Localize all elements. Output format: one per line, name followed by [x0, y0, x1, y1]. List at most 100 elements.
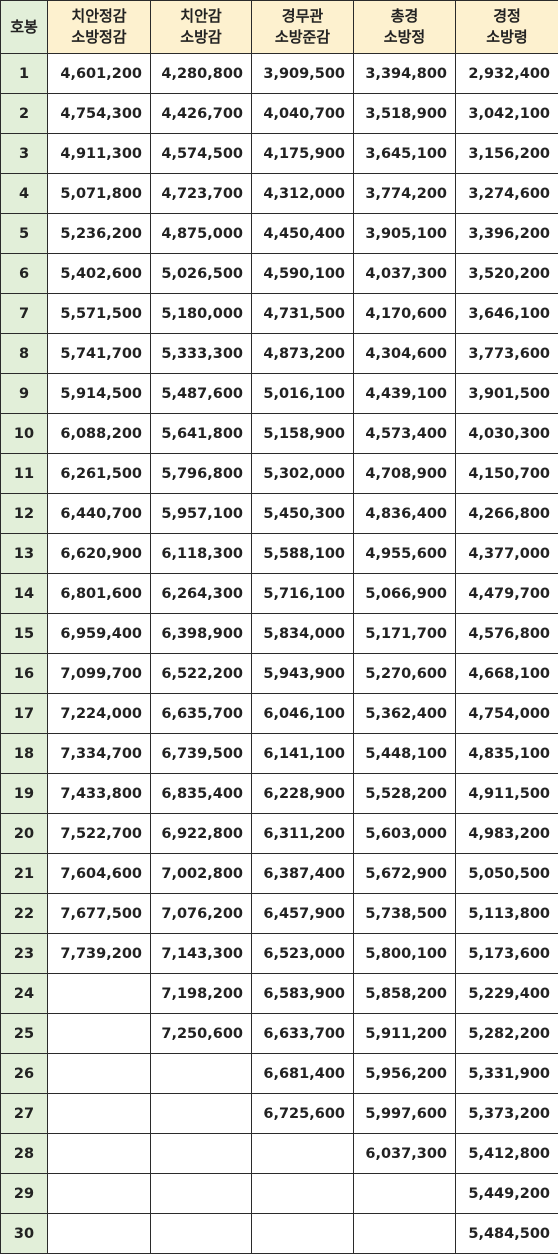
- salary-cell: [47, 1093, 151, 1134]
- salary-cell: 4,304,600: [353, 333, 456, 374]
- table-row: 20 7,522,700 6,922,800 6,311,200 5,603,000 4,…: [0, 813, 558, 854]
- salary-cell: 4,150,700: [455, 453, 558, 494]
- salary-cell: [150, 1093, 252, 1134]
- salary-cell: 5,173,600: [455, 933, 558, 974]
- header-row: 호봉 치안정감 소방정감 치안감 소방감 경무관 소방준감 총경 소방정 경정 소방령: [0, 0, 558, 54]
- salary-cell: 2,932,400: [455, 53, 558, 94]
- salary-cell: 5,588,100: [251, 533, 354, 574]
- salary-cell: 5,796,800: [150, 453, 252, 494]
- salary-cell: 7,604,600: [47, 853, 151, 894]
- salary-cell: 6,046,100: [251, 693, 354, 734]
- grade-cell: 26: [0, 1053, 48, 1094]
- salary-cell: 5,450,300: [251, 493, 354, 534]
- salary-cell: 3,645,100: [353, 133, 456, 174]
- salary-cell: 3,901,500: [455, 373, 558, 414]
- salary-cell: 3,394,800: [353, 53, 456, 94]
- salary-cell: 6,633,700: [251, 1013, 354, 1054]
- salary-cell: [47, 1053, 151, 1094]
- grade-cell: 17: [0, 693, 48, 734]
- salary-cell: 4,576,800: [455, 613, 558, 654]
- grade-cell: 9: [0, 373, 48, 414]
- table-row: 3 4,911,300 4,574,500 4,175,900 3,645,100 3,1…: [0, 133, 558, 174]
- salary-cell: 7,522,700: [47, 813, 151, 854]
- salary-cell: 5,412,800: [455, 1133, 558, 1174]
- table-row: 2 4,754,300 4,426,700 4,040,700 3,518,900 3,0…: [0, 93, 558, 134]
- salary-cell: [353, 1213, 456, 1254]
- salary-cell: 3,646,100: [455, 293, 558, 334]
- salary-cell: 4,875,000: [150, 213, 252, 254]
- salary-cell: 5,484,500: [455, 1213, 558, 1254]
- table-row: 8 5,741,700 5,333,300 4,873,200 4,304,600 3,7…: [0, 333, 558, 374]
- salary-cell: 6,583,900: [251, 973, 354, 1014]
- salary-cell: 6,118,300: [150, 533, 252, 574]
- table-row: 14 6,801,600 6,264,300 5,716,100 5,066,900 4,…: [0, 573, 558, 614]
- grade-cell: 30: [0, 1213, 48, 1254]
- grade-cell: 20: [0, 813, 48, 854]
- salary-cell: 4,668,100: [455, 653, 558, 694]
- table-header: 호봉 치안정감 소방정감 치안감 소방감 경무관 소방준감 총경 소방정 경정 소방령: [0, 0, 558, 54]
- table-row: 1 4,601,200 4,280,800 3,909,500 3,394,800 2,9…: [0, 53, 558, 94]
- salary-cell: 5,236,200: [47, 213, 151, 254]
- salary-cell: 4,450,400: [251, 213, 354, 254]
- salary-cell: 5,180,000: [150, 293, 252, 334]
- salary-cell: 3,905,100: [353, 213, 456, 254]
- grade-cell: 29: [0, 1173, 48, 1214]
- header-label-line2: 소방감: [180, 28, 222, 46]
- salary-cell: 4,911,500: [455, 773, 558, 814]
- salary-cell: 6,681,400: [251, 1053, 354, 1094]
- salary-cell: 5,716,100: [251, 573, 354, 614]
- salary-cell: 6,959,400: [47, 613, 151, 654]
- salary-cell: 6,523,000: [251, 933, 354, 974]
- table-row: 13 6,620,900 6,118,300 5,588,100 4,955,600 4,…: [0, 533, 558, 574]
- salary-cell: 7,198,200: [150, 973, 252, 1014]
- salary-cell: 5,229,400: [455, 973, 558, 1014]
- salary-cell: 4,266,800: [455, 493, 558, 534]
- header-rank-3: 경무관 소방준감: [251, 0, 354, 54]
- table-row: 12 6,440,700 5,957,100 5,450,300 4,836,400 4,…: [0, 493, 558, 534]
- grade-cell: 21: [0, 853, 48, 894]
- salary-cell: 6,261,500: [47, 453, 151, 494]
- salary-cell: 5,302,000: [251, 453, 354, 494]
- salary-cell: 7,224,000: [47, 693, 151, 734]
- salary-cell: 5,956,200: [353, 1053, 456, 1094]
- salary-cell: 5,362,400: [353, 693, 456, 734]
- salary-cell: 6,635,700: [150, 693, 252, 734]
- header-label-line1: 경무관: [281, 7, 324, 25]
- salary-cell: 5,158,900: [251, 413, 354, 454]
- header-label-line1: 경정: [493, 7, 521, 25]
- grade-cell: 18: [0, 733, 48, 774]
- header-label-line2: 소방령: [486, 28, 528, 46]
- salary-cell: 4,723,700: [150, 173, 252, 214]
- salary-cell: 6,739,500: [150, 733, 252, 774]
- salary-cell: 4,835,100: [455, 733, 558, 774]
- salary-cell: 4,037,300: [353, 253, 456, 294]
- grade-cell: 2: [0, 93, 48, 134]
- salary-cell: 5,957,100: [150, 493, 252, 534]
- header-label-line1: 총경: [390, 7, 419, 25]
- header-rank-1: 치안정감 소방정감: [47, 0, 151, 54]
- salary-cell: 6,522,200: [150, 653, 252, 694]
- salary-cell: 4,731,500: [251, 293, 354, 334]
- grade-cell: 13: [0, 533, 48, 574]
- salary-cell: 5,603,000: [353, 813, 456, 854]
- salary-cell: 4,040,700: [251, 93, 354, 134]
- salary-cell: 4,574,500: [150, 133, 252, 174]
- table-row: 18 7,334,700 6,739,500 6,141,100 5,448,100 4,…: [0, 733, 558, 774]
- salary-cell: 4,573,400: [353, 413, 456, 454]
- grade-cell: 27: [0, 1093, 48, 1134]
- salary-cell: [150, 1133, 252, 1174]
- salary-cell: [150, 1053, 252, 1094]
- salary-cell: 3,396,200: [455, 213, 558, 254]
- header-label-line1: 호봉: [10, 17, 38, 36]
- salary-cell: 5,741,700: [47, 333, 151, 374]
- header-label-line2: 소방정감: [71, 28, 127, 46]
- salary-cell: 4,377,000: [455, 533, 558, 574]
- salary-cell: 3,518,900: [353, 93, 456, 134]
- salary-cell: 3,520,200: [455, 253, 558, 294]
- salary-cell: 4,601,200: [47, 53, 151, 94]
- salary-cell: 5,943,900: [251, 653, 354, 694]
- grade-cell: 12: [0, 493, 48, 534]
- salary-cell: 4,911,300: [47, 133, 151, 174]
